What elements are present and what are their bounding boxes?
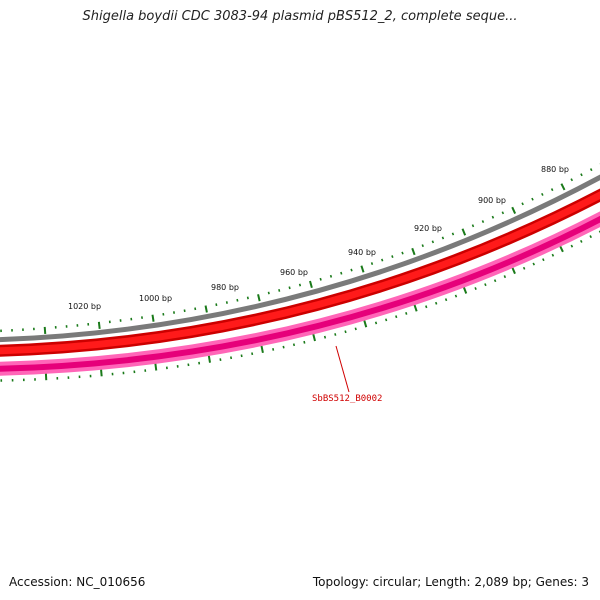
major-tick [43, 326, 47, 335]
tick-label-1020: 1020 bp [68, 302, 101, 311]
minor-tick [225, 301, 228, 304]
tick-label-980: 980 bp [211, 283, 239, 292]
minor-tick [444, 298, 448, 302]
major-tick [462, 286, 468, 294]
tick-label-880: 880 bp [541, 165, 569, 174]
tick-label-900: 900 bp [478, 196, 506, 205]
major-tick [151, 314, 155, 322]
major-tick [309, 280, 313, 289]
minor-tick [471, 224, 475, 228]
minor-tick [370, 262, 374, 265]
inner-tick-marks [0, 230, 600, 382]
accession-label: Accession: NC_010656 [9, 575, 146, 589]
minor-tick [431, 240, 435, 244]
minor-tick [493, 279, 497, 283]
minor-tick [481, 220, 485, 223]
forward-cds-band-inner [0, 191, 600, 355]
minor-tick [236, 298, 239, 302]
minor-tick [484, 283, 487, 287]
minor-tick [503, 275, 507, 279]
minor-tick [267, 291, 270, 295]
minor-tick [570, 178, 574, 182]
major-tick [461, 228, 467, 236]
minor-tick [334, 333, 337, 336]
minor-tick [541, 192, 544, 196]
minor-tick [319, 277, 322, 281]
minor-tick [303, 340, 306, 344]
major-tick [511, 266, 516, 275]
minor-tick [501, 211, 505, 215]
minor-tick [288, 286, 291, 290]
minor-tick [344, 330, 347, 334]
gene-callout-line [335, 345, 350, 393]
minor-tick [531, 197, 534, 201]
minor-tick [542, 258, 545, 262]
gene-label: SbBS512_B0002 [312, 394, 382, 404]
minor-tick [385, 318, 388, 322]
minor-tick [454, 294, 458, 298]
major-tick [204, 305, 208, 313]
tick-label-960: 960 bp [280, 268, 308, 277]
minor-tick [580, 239, 583, 243]
minor-tick [474, 287, 477, 290]
minor-tick [551, 253, 555, 257]
major-tick [207, 355, 211, 363]
tick-label-920: 920 bp [414, 224, 442, 233]
major-tick [363, 320, 368, 328]
minor-tick [298, 283, 302, 287]
minor-tick [570, 244, 574, 248]
minor-tick [451, 232, 455, 236]
minor-tick [521, 202, 524, 206]
major-tick [360, 265, 365, 273]
map-title: Shigella boydii CDC 3083-94 plasmid pBS5… [82, 9, 518, 24]
reverse-cds-band-inner [0, 215, 600, 372]
major-tick [411, 247, 416, 256]
minor-tick [401, 251, 404, 255]
minor-tick [522, 266, 526, 270]
tick-label-940: 940 bp [348, 248, 376, 257]
minor-tick [435, 301, 438, 305]
minor-tick [246, 296, 249, 300]
major-tick [312, 333, 316, 342]
major-tick [257, 294, 261, 302]
tick-label-1000: 1000 bp [139, 294, 172, 303]
minor-tick [381, 258, 384, 262]
minor-tick [550, 188, 554, 192]
major-tick [100, 369, 103, 377]
major-tick [560, 183, 566, 191]
minor-tick [441, 236, 445, 240]
minor-tick [340, 271, 343, 275]
topology-label: Topology: circular; Length: 2,089 bp; Ge… [312, 575, 589, 589]
minor-tick [421, 244, 424, 248]
major-tick [413, 304, 418, 312]
minor-tick [354, 327, 357, 331]
minor-tick [282, 345, 285, 349]
minor-tick [580, 173, 583, 177]
minor-tick [292, 343, 296, 347]
minor-tick [425, 305, 428, 309]
minor-tick [589, 235, 592, 239]
minor-tick [589, 168, 593, 172]
minor-tick [329, 274, 333, 278]
minor-tick [405, 312, 408, 315]
minor-tick [395, 315, 398, 319]
minor-tick [491, 215, 495, 219]
minor-tick [350, 268, 353, 272]
minor-tick [272, 348, 275, 351]
outer-tick-marks [0, 163, 600, 335]
minor-tick [278, 289, 281, 292]
backbone-ring [0, 174, 600, 343]
minor-tick [391, 255, 394, 259]
major-tick [154, 363, 158, 371]
major-tick [97, 321, 101, 329]
minor-tick [374, 321, 378, 325]
major-tick [260, 345, 264, 354]
major-tick [511, 206, 517, 215]
minor-tick [323, 335, 327, 339]
minor-tick [532, 262, 535, 266]
